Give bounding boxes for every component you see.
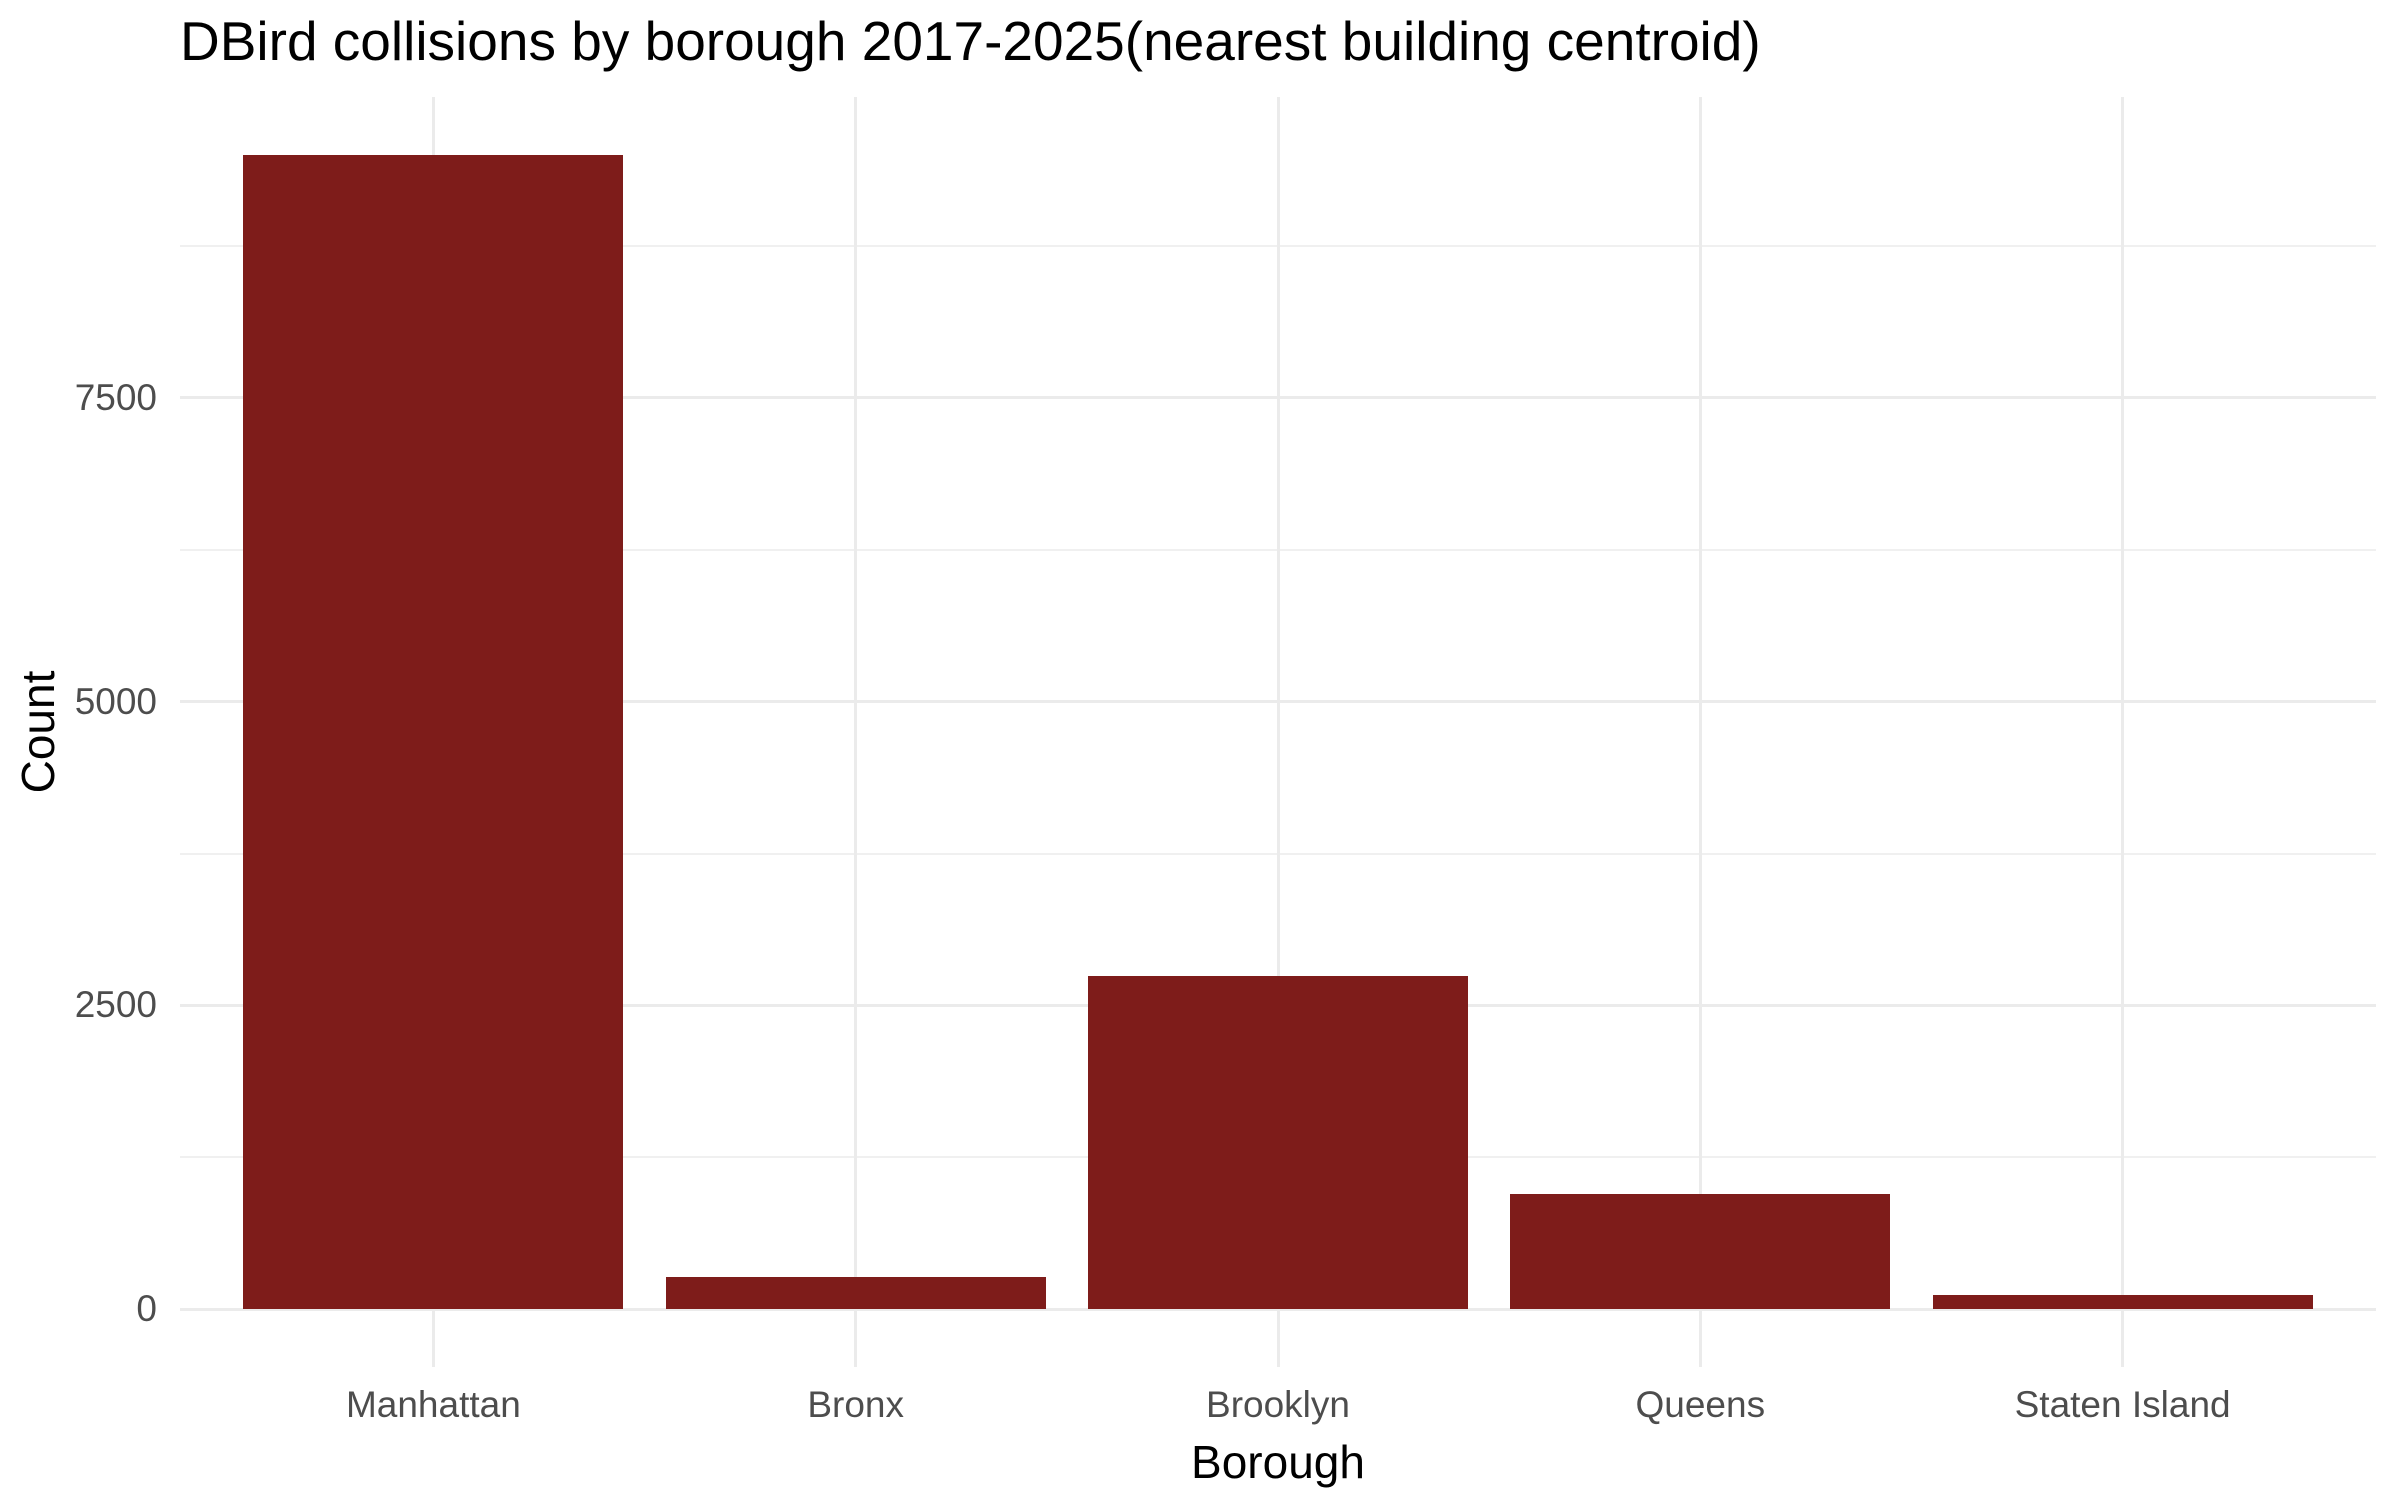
gridline-vert-queens: [1698, 97, 1702, 1367]
gridline-vert-staten-island: [2121, 97, 2125, 1367]
plot-panel: [180, 97, 2376, 1367]
x-tick-label-bronx: Bronx: [807, 1384, 905, 1425]
chart-title: DBird collisions by borough 2017-2025(ne…: [180, 10, 1761, 72]
bar-queens: [1510, 1194, 1891, 1310]
gridline-vert-bronx: [854, 97, 858, 1367]
gridline-vert-brooklyn: [1276, 97, 1280, 1367]
bar-manhattan: [243, 154, 624, 1310]
x-tick-label-manhattan: Manhattan: [345, 1384, 521, 1425]
y-axis-title: Count: [12, 670, 64, 794]
x-axis-title: Borough: [1191, 1436, 1365, 1488]
x-tick-label-staten-island: Staten Island: [2014, 1384, 2231, 1425]
bar-staten-island: [1932, 1295, 2313, 1310]
y-tick-label-0: 0: [136, 1288, 157, 1330]
y-tick-label-5000: 5000: [74, 680, 157, 722]
y-tick-label-7500: 7500: [74, 376, 157, 418]
x-tick-label-queens: Queens: [1635, 1384, 1766, 1425]
bar-brooklyn: [1087, 976, 1469, 1310]
bar-bronx: [665, 1277, 1046, 1310]
y-tick-label-2500: 2500: [74, 984, 157, 1026]
x-tick-label-brooklyn: Brooklyn: [1206, 1384, 1350, 1425]
